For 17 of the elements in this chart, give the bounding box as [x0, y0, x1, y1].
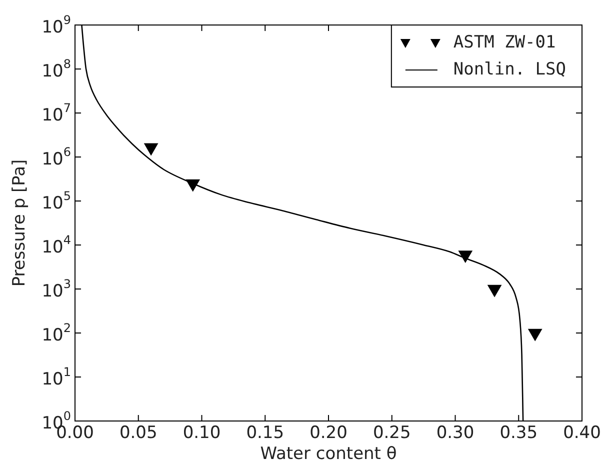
- x-tick-label: 0.10: [182, 422, 221, 443]
- legend-label: ASTM ZW-01: [453, 32, 556, 52]
- point: [186, 179, 200, 192]
- point: [458, 250, 472, 262]
- x-tick-label: 0.05: [119, 422, 158, 443]
- x-tick-label: 0.25: [372, 422, 411, 443]
- point: [488, 284, 502, 297]
- x-tick-label: 0.30: [436, 422, 474, 443]
- x-tick-label: 0.20: [310, 422, 348, 443]
- y-axis-title: Pressure p [Pa]: [9, 159, 30, 287]
- legend-label: Nonlin. LSQ: [453, 59, 566, 80]
- x-tick-label: 0.35: [500, 422, 538, 443]
- x-axis-title: Water content θ: [260, 444, 397, 464]
- point: [144, 143, 158, 156]
- x-tick-label: 0.15: [246, 422, 284, 443]
- point: [528, 328, 542, 341]
- x-tick-label: 0.40: [563, 422, 601, 443]
